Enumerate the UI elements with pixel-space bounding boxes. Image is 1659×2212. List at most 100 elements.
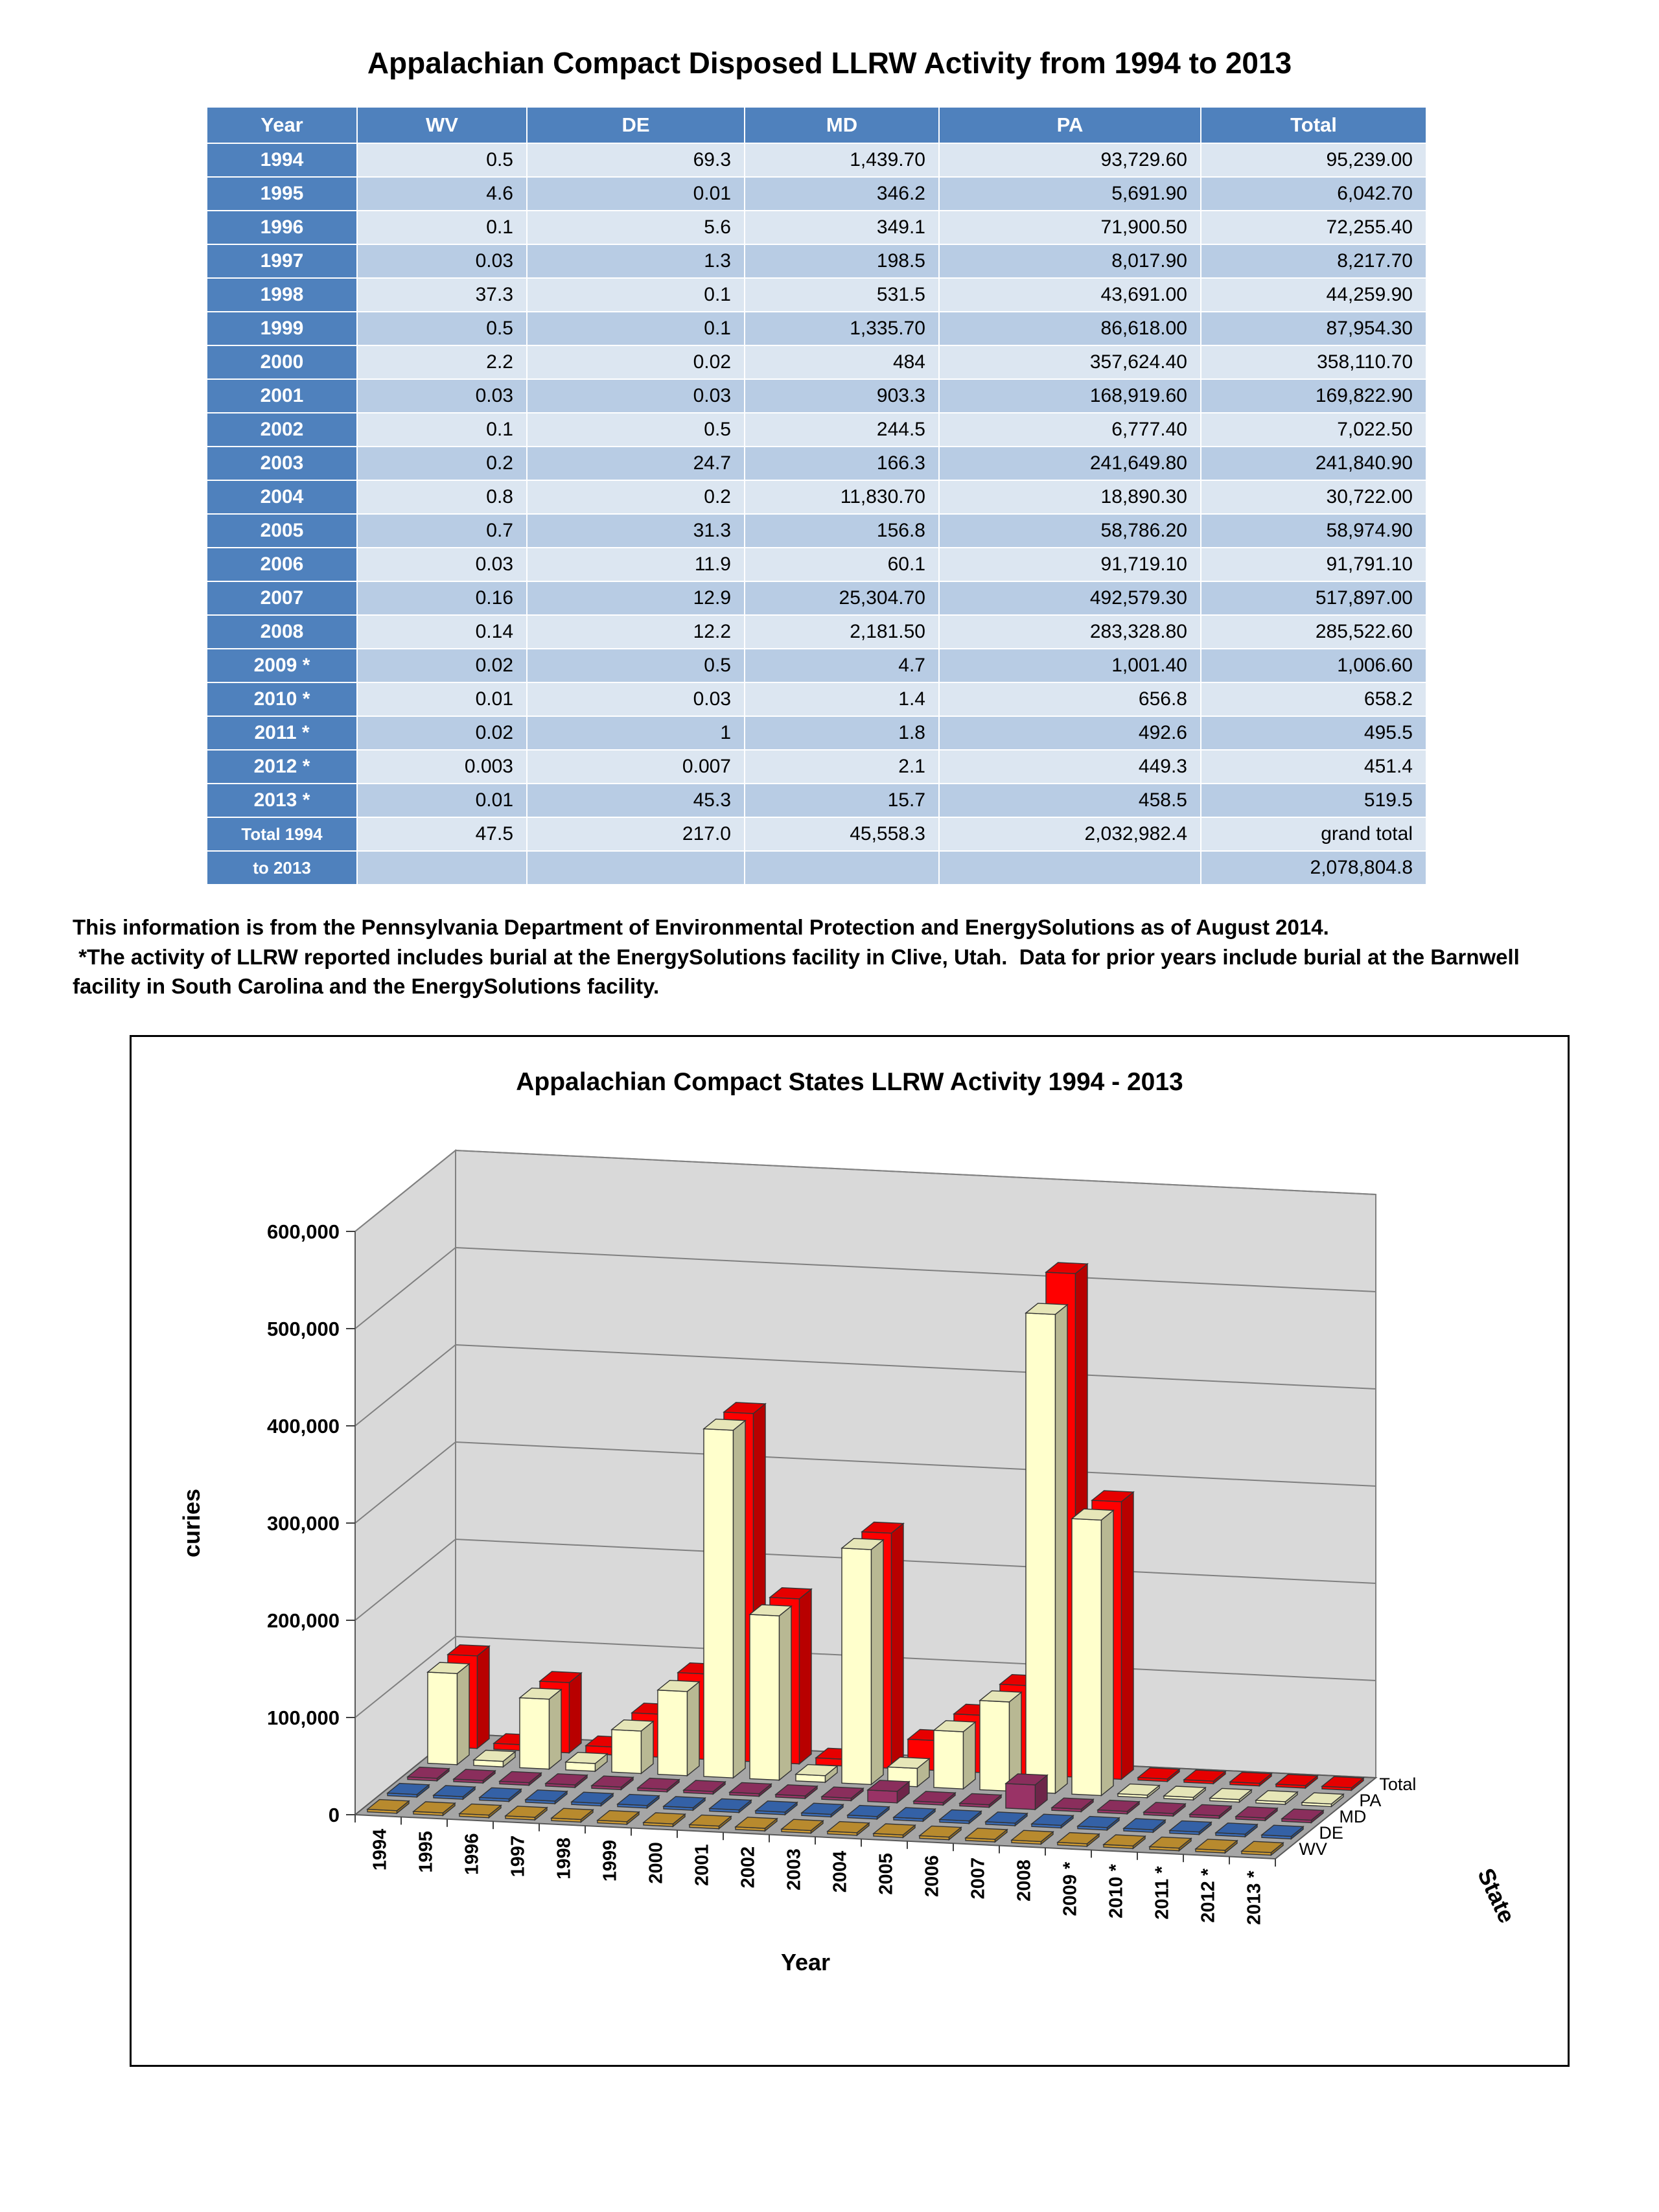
- table-row: 2000 2.2 0.02 484 357,624.40 358,110.70: [206, 345, 1427, 380]
- value-cell: [938, 850, 1201, 885]
- value-cell: 4.7: [744, 648, 940, 683]
- bar-DE-2002: [754, 1800, 798, 1816]
- x-tick-label: 2000: [646, 1842, 667, 1884]
- column-header: DE: [526, 106, 745, 144]
- x-tick-label: 2012 *: [1198, 1868, 1219, 1923]
- table-row: 2011 * 0.02 1 1.8 492.6 495.5: [206, 716, 1427, 751]
- value-cell: 2.1: [744, 749, 940, 784]
- column-header: WV: [356, 106, 528, 144]
- bar-MD-2004: [866, 1779, 911, 1804]
- bar-MD-2002: [774, 1784, 818, 1800]
- table-row: 2010 * 0.01 0.03 1.4 656.8 658.2: [206, 682, 1427, 717]
- x-tick-label: 1994: [370, 1828, 391, 1870]
- table-row: 1994 0.5 69.3 1,439.70 93,729.60 95,239.00: [206, 143, 1427, 178]
- bar-MD-2013*: [1281, 1808, 1325, 1824]
- bar-PA-2005: [933, 1719, 977, 1790]
- bar-WV-1998: [550, 1808, 594, 1823]
- bar-DE-1999: [616, 1793, 660, 1809]
- value-cell: 2.2: [356, 345, 528, 380]
- bar-PA-1995: [472, 1749, 516, 1768]
- table-row: 2001 0.03 0.03 903.3 168,919.60 169,822.90: [206, 378, 1427, 413]
- table-row: 1999 0.5 0.1 1,335.70 86,618.00 87,954.30: [206, 311, 1427, 346]
- bar-DE-2001: [708, 1798, 752, 1813]
- value-cell: 0.01: [356, 682, 528, 717]
- value-cell: 283,328.80: [938, 614, 1201, 649]
- value-cell: 8,017.90: [938, 244, 1201, 279]
- x-tick-label: 2006: [922, 1855, 943, 1897]
- value-cell: 0.1: [356, 412, 528, 447]
- bar-DE-2006: [938, 1809, 982, 1824]
- bar-Total-2012*: [1275, 1773, 1319, 1789]
- bar-DE-1995: [432, 1784, 476, 1800]
- bar-DE-2010*: [1122, 1817, 1166, 1834]
- value-cell: 8,217.70: [1200, 244, 1427, 279]
- value-cell: 346.2: [744, 176, 940, 211]
- bar-WV-1994: [366, 1799, 410, 1814]
- value-cell: 458.5: [938, 783, 1201, 818]
- year-cell: 2011 *: [206, 716, 358, 751]
- value-cell: 0.16: [356, 581, 528, 616]
- x-tick-label: 1997: [508, 1835, 529, 1877]
- bar-DE-1994: [386, 1782, 430, 1798]
- x-tick-label: 2001: [692, 1844, 713, 1886]
- y-tick-label: 100,000: [267, 1706, 340, 1729]
- x-tick-label: 2007: [968, 1857, 989, 1899]
- value-cell: 658.2: [1200, 682, 1427, 717]
- bar-DE-2003: [800, 1802, 844, 1818]
- year-cell: 1994: [206, 143, 358, 178]
- value-cell: 1.4: [744, 682, 940, 717]
- bar-WV-2013*: [1240, 1841, 1284, 1856]
- x-tick-label: 2009 *: [1060, 1861, 1081, 1916]
- llrw-3d-bar-chart: 0 100,000 200,000 300,000 400,000 500,000 600,…: [178, 1148, 1521, 1975]
- value-cell: 358,110.70: [1200, 345, 1427, 380]
- value-cell: 451.4: [1200, 749, 1427, 784]
- bar-DE-1997: [524, 1789, 568, 1805]
- x-axis-title: Year: [781, 1949, 830, 1975]
- bar-DE-2004: [846, 1804, 890, 1820]
- value-cell: 25,304.70: [744, 581, 940, 616]
- bar-MD-1994: [406, 1766, 450, 1782]
- year-cell: 2000: [206, 345, 358, 380]
- x-tick-label: 2002: [738, 1846, 759, 1888]
- table-row: 1996 0.1 5.6 349.1 71,900.50 72,255.40: [206, 210, 1427, 245]
- year-cell: 1999: [206, 311, 358, 346]
- column-header: PA: [938, 106, 1201, 144]
- bar-MD-2009*: [1096, 1799, 1141, 1815]
- value-cell: 4.6: [356, 176, 528, 211]
- bar-PA-1996: [518, 1687, 563, 1770]
- year-cell: 1998: [206, 277, 358, 312]
- value-cell: [744, 850, 940, 885]
- value-cell: 72,255.40: [1200, 210, 1427, 245]
- series-label: WV: [1299, 1839, 1327, 1858]
- bar-MD-2005: [912, 1790, 957, 1806]
- bar-PA-1994: [426, 1661, 470, 1765]
- y-tick-label: 200,000: [267, 1609, 340, 1632]
- bar-PA-2003: [841, 1537, 885, 1786]
- value-cell: 1,001.40: [938, 648, 1201, 683]
- table-row: 2004 0.8 0.2 11,830.70 18,890.30 30,722.00: [206, 480, 1427, 515]
- value-cell: 169,822.90: [1200, 378, 1427, 413]
- year-cell: to 2013: [206, 850, 358, 885]
- x-tick-label: 1999: [600, 1839, 621, 1881]
- value-cell: 44,259.90: [1200, 277, 1427, 312]
- bar-DE-2005: [892, 1806, 936, 1822]
- series-axis-title: State: [1472, 1864, 1520, 1927]
- value-cell: 0.7: [356, 513, 528, 548]
- value-cell: 0.5: [526, 648, 745, 683]
- value-cell: 1.3: [526, 244, 745, 279]
- bar-WV-2003: [780, 1819, 824, 1834]
- bar-PA-1998: [610, 1719, 655, 1775]
- bar-PA-1999: [656, 1679, 701, 1776]
- column-header: Year: [206, 106, 358, 144]
- value-cell: 87,954.30: [1200, 311, 1427, 346]
- series-label: DE: [1319, 1822, 1343, 1842]
- bar-PA-2012*: [1255, 1789, 1299, 1806]
- bar-DE-2008: [1030, 1813, 1074, 1829]
- value-cell: 11.9: [526, 547, 745, 582]
- footnotes: This information is from the Pennsylvani…: [73, 913, 1588, 1001]
- bar-Total-2011*: [1229, 1771, 1273, 1787]
- value-cell: 492.6: [938, 716, 1201, 751]
- bar-WV-2001: [688, 1814, 732, 1830]
- year-cell: 2003: [206, 446, 358, 481]
- value-cell: 0.01: [526, 176, 745, 211]
